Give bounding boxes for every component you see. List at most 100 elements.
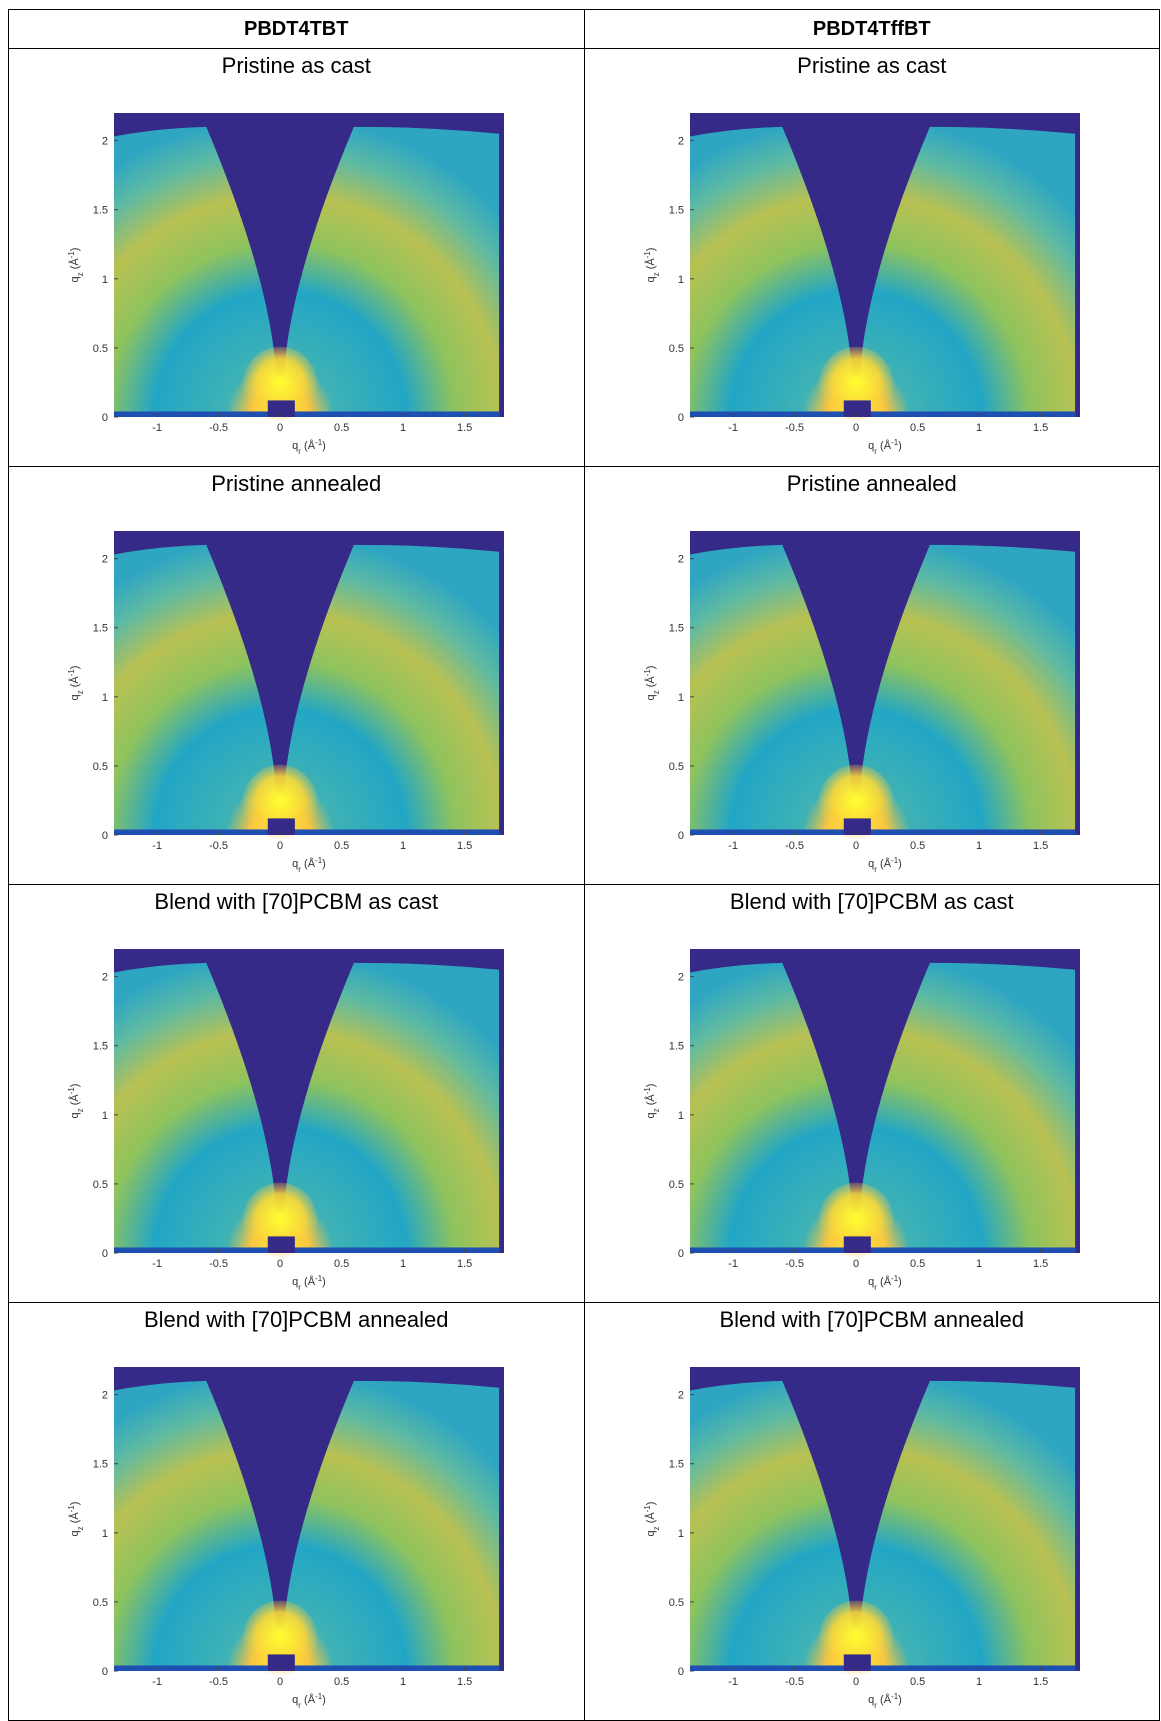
x-tick-label: 1 [976, 840, 982, 852]
axis-label-part: (Å [301, 1693, 316, 1706]
table-body: Pristine as cast -1 -0.5 0 0.5 1 1.5 0 0.5 1 1.5 2 q… [8, 48, 1160, 1721]
x-tick-label: -0.5 [785, 422, 804, 434]
detector-strip [689, 1665, 1075, 1671]
axis-label-part: (Å [876, 857, 891, 870]
axis-label: qr (Å-1) [292, 1274, 326, 1292]
axis-label: qz (Å-1) [67, 1502, 85, 1537]
axis-label-part: q [868, 1276, 874, 1288]
y-tick-label: 0 [677, 1248, 683, 1260]
axis-label-part: z [651, 690, 660, 694]
y-tick-label: 1.5 [93, 623, 108, 635]
axis-label-part: ) [898, 1276, 902, 1288]
axis-label: qr (Å-1) [292, 438, 326, 456]
y-tick-label: 0.5 [93, 343, 108, 355]
x-tick-label: 1 [400, 422, 406, 434]
x-tick-label: 0.5 [909, 422, 924, 434]
axis-label: qr (Å-1) [292, 1692, 326, 1710]
axis-label-part: ) [322, 440, 326, 452]
axis-label-part: ) [322, 1276, 326, 1288]
table-cell: Blend with [70]PCBM annealed -1 -0.5 0 0.5 1 1… [8, 1302, 585, 1721]
axis-label-part: ) [69, 1084, 81, 1088]
axis-label-part: (Å [644, 258, 657, 273]
bright-spot [817, 1600, 894, 1681]
x-tick-label: 0 [853, 1258, 859, 1270]
y-tick-label: 0.5 [93, 1179, 108, 1191]
detector-strip [114, 1665, 500, 1671]
detector-strip [689, 1247, 1075, 1253]
table-cell: Blend with [70]PCBM as cast -1 -0.5 0 0.5 1 1.… [583, 884, 1160, 1303]
x-tick-label: -0.5 [209, 840, 228, 852]
y-tick-label: 1.5 [93, 1041, 108, 1053]
y-tick-label: 2 [102, 136, 108, 148]
x-tick-label: -1 [728, 422, 738, 434]
x-tick-label: 1.5 [457, 840, 472, 852]
scattering-pattern [114, 126, 500, 417]
y-tick-label: 1 [102, 274, 108, 286]
axis-label-part: (Å [68, 1512, 81, 1527]
detector-strip [114, 411, 500, 417]
scattering-pattern [114, 544, 500, 835]
y-tick-label: 1.5 [668, 1459, 683, 1471]
scattering-pattern [689, 126, 1075, 417]
y-tick-label: 2 [677, 1390, 683, 1402]
axis-label: qz (Å-1) [67, 248, 85, 283]
x-tick-label: 1.5 [1032, 840, 1047, 852]
x-tick-label: 1.5 [457, 422, 472, 434]
axis-label-part: -1 [67, 1505, 76, 1513]
axis-label-part: q [292, 440, 298, 452]
x-tick-label: 1.5 [457, 1676, 472, 1688]
x-tick-label: -0.5 [785, 1258, 804, 1270]
axis-label-part: z [651, 1108, 660, 1112]
axis-label-part: q [69, 276, 81, 282]
y-tick-label: 0 [102, 830, 108, 842]
axis-label-part: q [868, 440, 874, 452]
x-tick-label: 0 [853, 422, 859, 434]
axis-label: qz (Å-1) [67, 666, 85, 701]
x-tick-label: 0 [277, 1258, 283, 1270]
column-header: PBDT4TffBT [583, 9, 1160, 49]
axis-label-part: r [298, 447, 301, 456]
beam-stop [267, 1236, 295, 1253]
y-tick-label: 1 [677, 274, 683, 286]
axis-label-part: ) [645, 248, 657, 252]
x-tick-label: -1 [728, 840, 738, 852]
axis-label-part: q [292, 1276, 298, 1288]
x-tick-label: 0.5 [334, 422, 349, 434]
axis-label-part: z [76, 690, 85, 694]
axis-label-part: -1 [315, 438, 323, 447]
x-tick-label: -0.5 [209, 422, 228, 434]
x-tick-label: 1.5 [457, 1258, 472, 1270]
y-tick-label: 0.5 [668, 761, 683, 773]
axis-label-part: r [874, 1283, 877, 1292]
axis-label: qz (Å-1) [642, 1084, 660, 1119]
axis-label-part: -1 [642, 1505, 651, 1513]
x-tick-label: -1 [728, 1676, 738, 1688]
axis-label-part: (Å [876, 439, 891, 452]
axis-label-part: q [69, 1530, 81, 1536]
panel-caption: Blend with [70]PCBM as cast [729, 889, 1014, 914]
axis-label-part: (Å [301, 1275, 316, 1288]
y-tick-label: 2 [677, 554, 683, 566]
x-tick-label: 1 [400, 1258, 406, 1270]
panel-caption: Pristine annealed [211, 471, 382, 496]
axis-label-part: ) [645, 666, 657, 670]
column-header: PBDT4TBT [8, 9, 585, 49]
y-tick-label: 0.5 [668, 1597, 683, 1609]
axis-label: qz (Å-1) [642, 248, 660, 283]
axis-label-part: -1 [891, 856, 899, 865]
scattering-pattern [114, 962, 500, 1253]
axis-label: qr (Å-1) [868, 1692, 902, 1710]
detector-strip [114, 829, 500, 835]
axis-label-part: -1 [891, 1692, 899, 1701]
axis-label-part: r [874, 447, 877, 456]
y-tick-label: 2 [102, 554, 108, 566]
y-tick-label: 2 [102, 972, 108, 984]
figure-table: PBDT4TBT PBDT4TffBT Pristine as cast -1 -0… [8, 9, 1160, 1721]
x-tick-label: -0.5 [209, 1676, 228, 1688]
x-tick-label: 1.5 [1032, 1258, 1047, 1270]
y-tick-label: 0.5 [93, 1597, 108, 1609]
axis-label-part: q [645, 1112, 657, 1118]
x-tick-label: 0 [853, 840, 859, 852]
